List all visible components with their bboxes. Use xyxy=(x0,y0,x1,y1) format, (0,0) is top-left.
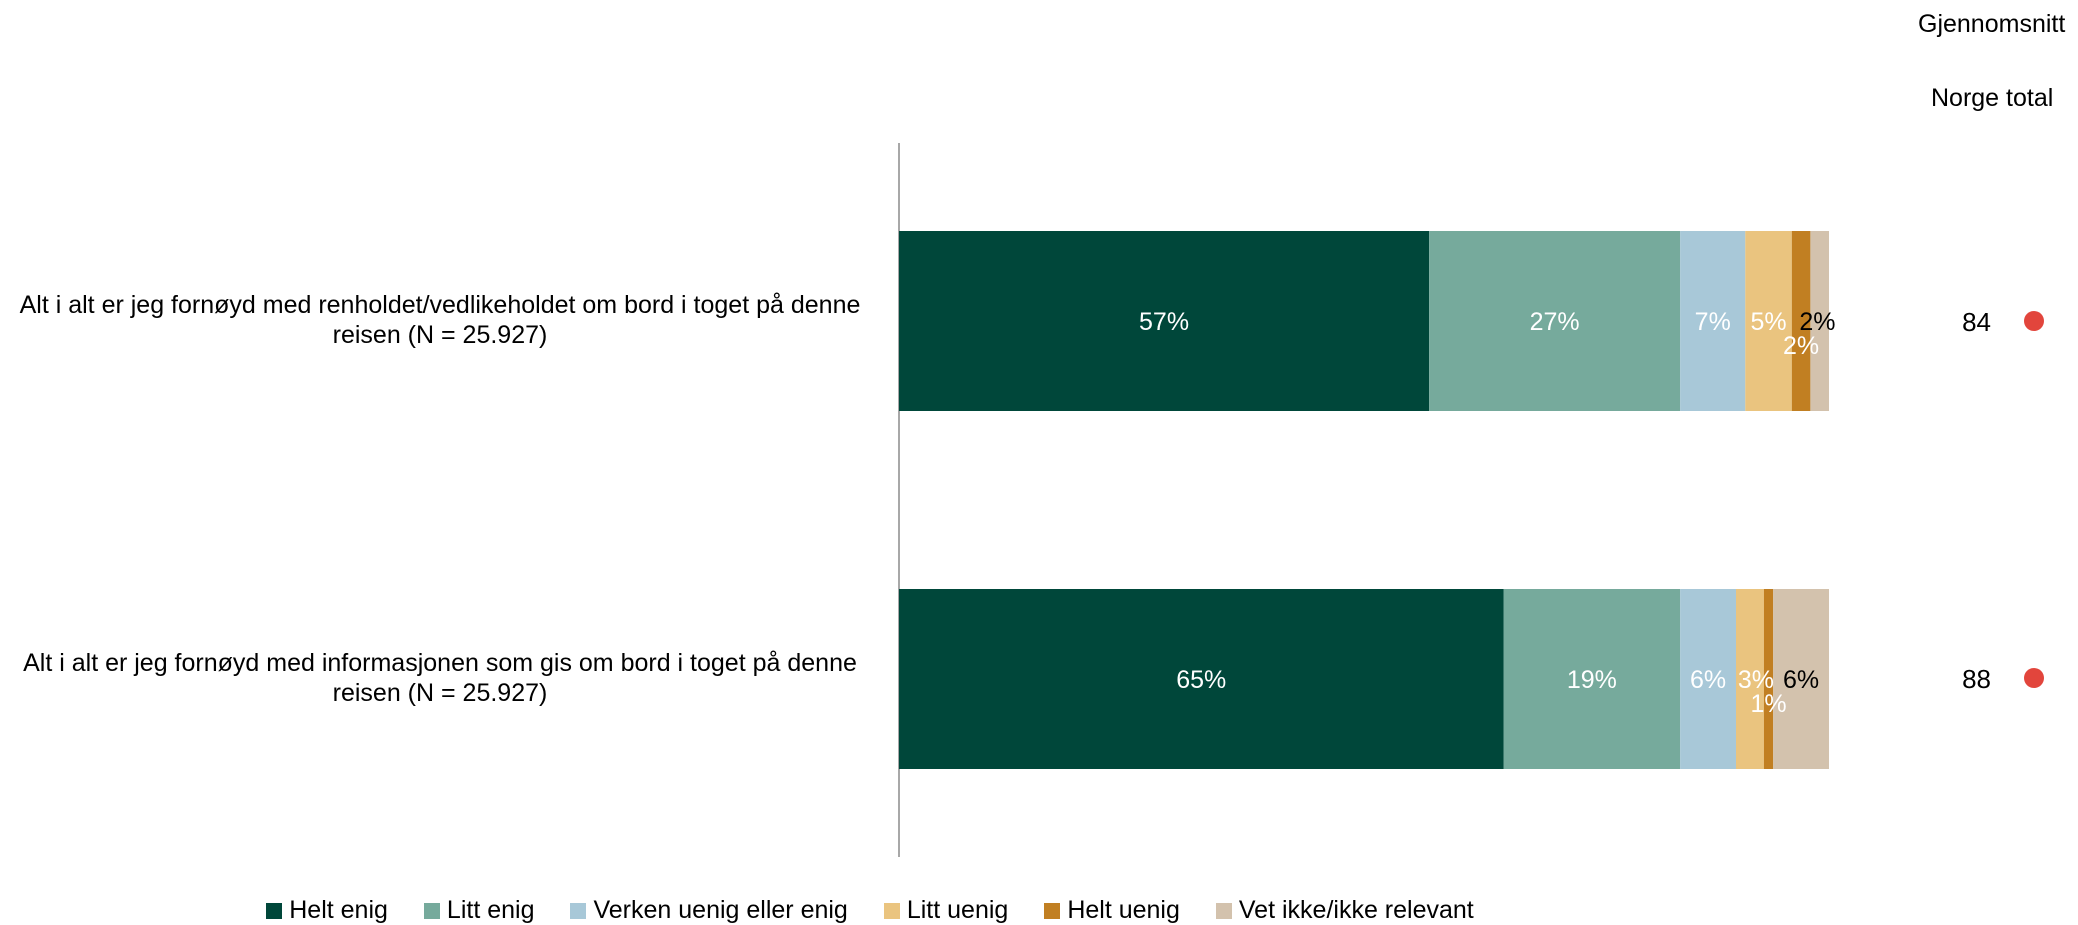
bar-segment xyxy=(899,231,1430,411)
bar-segment xyxy=(1503,589,1681,769)
bar-segment xyxy=(1763,589,1774,769)
legend-label: Vet ikke/ikke relevant xyxy=(1238,896,1474,924)
legend-swatch xyxy=(266,902,283,919)
bar-segment xyxy=(899,589,1504,769)
average-value: 84 xyxy=(1962,307,1991,337)
legend-label: Litt enig xyxy=(446,896,535,924)
data-label: 6% xyxy=(1690,666,1726,694)
data-label: 57% xyxy=(1139,308,1189,336)
average-value: 88 xyxy=(1962,664,1991,694)
legend-item: Vet ikke/ikke relevant xyxy=(1215,896,1474,925)
data-label: 27% xyxy=(1530,308,1580,336)
data-label: 6% xyxy=(1783,666,1819,694)
data-label: 5% xyxy=(1750,308,1786,336)
legend-swatch xyxy=(423,902,440,919)
legend-item: Litt uenig xyxy=(883,896,1009,925)
legend-swatch xyxy=(1215,902,1232,919)
data-label: 7% xyxy=(1695,308,1731,336)
legend-label: Helt uenig xyxy=(1067,896,1180,924)
bar-segment xyxy=(1791,231,1811,411)
stacked-bar-chart: 57% 27% 7% 5%2%2%65% 19% 6% 3%1%6% xyxy=(898,143,1835,857)
bar-segment xyxy=(1736,589,1764,769)
bar-segment xyxy=(1429,231,1681,411)
legend-label: Litt uenig xyxy=(906,896,1009,924)
data-label: 2% xyxy=(1783,332,1819,360)
data-label: 19% xyxy=(1567,666,1617,694)
legend-item: Verken uenig eller enig xyxy=(570,896,848,925)
category-label: Alt i alt er jeg fornøyd med informasjon… xyxy=(23,649,857,707)
bar-segment xyxy=(1773,589,1829,769)
average-dot xyxy=(2024,311,2044,331)
data-label: 3% xyxy=(1738,666,1774,694)
data-label: 2% xyxy=(1799,308,1835,336)
legend-label: Helt enig xyxy=(289,896,388,924)
bar-segment xyxy=(1680,231,1746,411)
bar-segment xyxy=(1680,589,1736,769)
legend-swatch xyxy=(1044,902,1061,919)
legend-item: Helt enig xyxy=(266,896,388,925)
legend-swatch xyxy=(883,902,900,919)
data-label: 1% xyxy=(1750,690,1786,718)
average-column-subtitle: Norge total xyxy=(1931,84,2054,112)
legend-swatch xyxy=(570,902,587,919)
data-label: 65% xyxy=(1176,666,1226,694)
bar-segment xyxy=(1810,231,1829,411)
legend-item: Litt enig xyxy=(423,896,535,925)
legend-item: Helt uenig xyxy=(1044,896,1180,925)
average-dot xyxy=(2024,668,2044,688)
category-label: Alt i alt er jeg fornøyd med renholdet/v… xyxy=(19,291,861,349)
average-column-title: Gjennomsnitt xyxy=(1918,10,2066,38)
bar-segment xyxy=(1745,231,1792,411)
legend-label: Verken uenig eller enig xyxy=(593,896,848,924)
legend: Helt enig Litt enig Verken uenig eller e… xyxy=(0,896,1740,925)
